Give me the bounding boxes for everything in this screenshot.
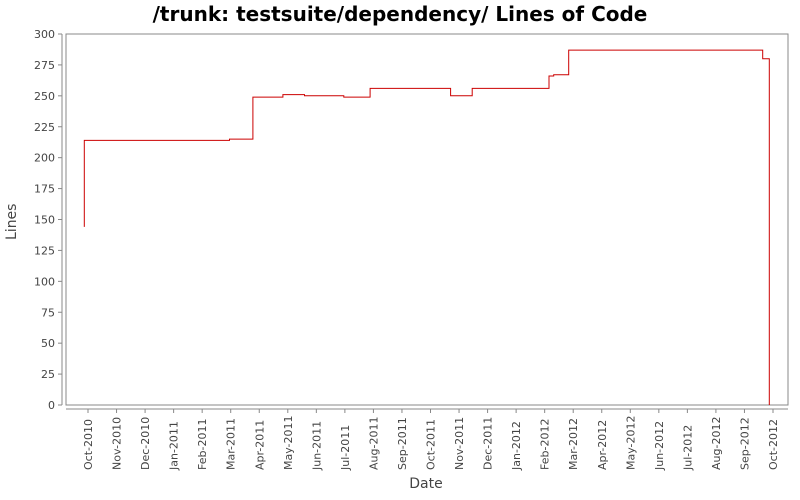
- x-tick-label: May-2012: [624, 415, 637, 470]
- x-axis-label: Date: [409, 476, 443, 492]
- y-tick-label: 225: [34, 121, 55, 134]
- y-tick-label: 175: [34, 183, 55, 196]
- y-tick-label: 300: [34, 28, 55, 41]
- x-tick-label: Jun-2012: [653, 421, 666, 471]
- x-tick-label: Jun-2011: [310, 421, 323, 471]
- x-tick-label: Jan-2012: [510, 421, 523, 471]
- x-tick-label: Jan-2011: [168, 421, 181, 471]
- x-tick-label: Sep-2011: [396, 417, 409, 470]
- y-tick-label: 100: [34, 275, 55, 288]
- y-tick-label: 150: [34, 214, 55, 227]
- y-tick-label: 125: [34, 244, 55, 257]
- x-tick-label: Oct-2012: [767, 419, 780, 470]
- x-tick-label: Apr-2012: [596, 420, 609, 470]
- y-tick-label: 75: [41, 306, 55, 319]
- y-tick-label: 50: [41, 337, 55, 350]
- y-axis-label: Lines: [4, 203, 20, 240]
- series-line: [83, 49, 770, 405]
- x-tick-label: Dec-2010: [139, 417, 152, 470]
- x-tick-label: Mar-2012: [567, 418, 580, 470]
- x-tick-label: Dec-2011: [482, 417, 495, 470]
- chart-title: /trunk: testsuite/dependency/ Lines of C…: [152, 2, 648, 26]
- x-tick-label: Aug-2011: [367, 417, 380, 470]
- x-tick-label: Nov-2010: [111, 417, 124, 470]
- x-tick-label: Feb-2012: [539, 419, 552, 470]
- x-ticks: Oct-2010 Nov-2010 Dec-2010 Jan-2011 Feb-2011…: [82, 409, 780, 471]
- x-tick-label: Aug-2012: [710, 417, 723, 470]
- x-tick-label: Oct-2011: [425, 419, 438, 470]
- y-tick-label: 200: [34, 152, 55, 165]
- y-tick-label: 25: [41, 368, 55, 381]
- y-tick-label: 0: [48, 399, 55, 412]
- x-tick-label: May-2011: [282, 415, 295, 470]
- x-tick-label: Nov-2011: [453, 417, 466, 470]
- y-tick-label: 250: [34, 90, 55, 103]
- y-tick-label: 275: [34, 59, 55, 72]
- x-tick-label: Sep-2012: [738, 417, 751, 470]
- plot-area: [65, 33, 789, 406]
- x-tick-label: Mar-2011: [225, 418, 238, 470]
- x-tick-label: Jul-2012: [681, 425, 694, 471]
- x-tick-label: Feb-2011: [196, 419, 209, 470]
- y-ticks: 0 25 50 75 100 125 150 175 200 225 250 275 300: [34, 28, 62, 412]
- x-tick-label: Apr-2011: [253, 420, 266, 470]
- x-tick-label: Jul-2011: [339, 425, 352, 471]
- x-tick-label: Oct-2010: [82, 419, 95, 470]
